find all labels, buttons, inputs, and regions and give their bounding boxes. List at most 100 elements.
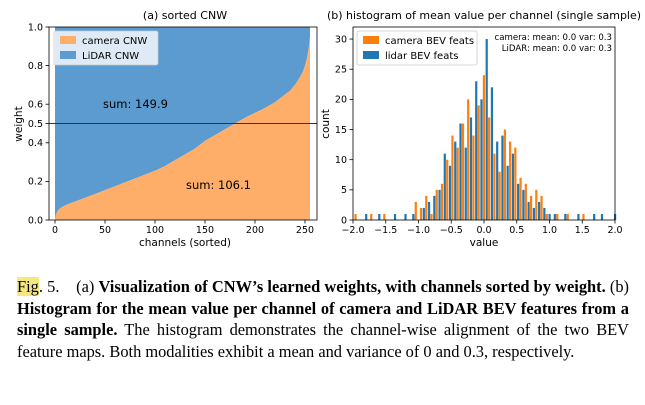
bar-lidar-bev — [517, 183, 520, 220]
chart-b-legend-box — [356, 30, 478, 66]
x-tick-label: 1.5 — [575, 225, 590, 236]
caption-part-b: (b) — [609, 277, 629, 296]
chart-b: (b) histogram of mean value per channel … — [320, 9, 641, 249]
x-tick-label: 100 — [146, 225, 164, 236]
bar-camera-bev — [435, 189, 438, 220]
bar-lidar-bev — [433, 195, 436, 220]
chart-b-ylabel: count — [320, 109, 332, 139]
y-tick-label: 0.6 — [28, 100, 43, 111]
bar-lidar-bev — [480, 99, 483, 220]
figure-caption: Fig. 5. (a) Visualization of CNW’s learn… — [17, 276, 629, 362]
bar-lidar-bev — [496, 141, 499, 220]
legend-label-camera-cnw: camera CNW — [82, 36, 147, 47]
x-tick-label: −2.0 — [341, 225, 364, 236]
legend-label-lidar-cnw: LiDAR CNW — [82, 51, 139, 62]
bar-camera-bev — [582, 213, 585, 220]
bar-lidar-bev — [365, 213, 368, 220]
y-tick-label: 0.4 — [28, 138, 43, 149]
bar-lidar-bev — [543, 207, 546, 220]
chart-a-xlabel: channels (sorted) — [139, 237, 231, 249]
bar-lidar-bev — [527, 201, 530, 220]
caption-rest: The histogram demonstrates the channel-w… — [17, 320, 629, 361]
bar-lidar-bev — [593, 213, 596, 220]
y-tick-label: 0.2 — [28, 177, 43, 188]
bar-camera-bev — [370, 213, 373, 220]
x-tick-label: −0.5 — [440, 225, 463, 236]
bar-camera-bev — [467, 99, 470, 220]
bar-camera-bev — [419, 207, 423, 220]
bar-camera-bev — [498, 171, 501, 220]
x-tick-label: 0.0 — [476, 225, 491, 236]
bar-camera-bev — [456, 147, 459, 220]
chart-b-title: (b) histogram of mean value per channel … — [327, 9, 641, 22]
stats-camera: camera: mean: 0.0 var: 0.3 — [494, 33, 612, 43]
annotation-sum-camera: sum: 106.1 — [186, 178, 251, 192]
bar-camera-bev — [461, 123, 465, 220]
bar-camera-bev — [488, 117, 491, 220]
bar-lidar-bev — [538, 201, 541, 220]
bar-lidar-bev — [548, 213, 551, 220]
stats-lidar: LiDAR: mean: 0.0 var: 0.3 — [502, 44, 612, 54]
bar-lidar-bev — [448, 165, 452, 220]
bar-camera-bev — [472, 135, 475, 220]
bar-camera-bev — [556, 213, 559, 220]
legend-swatch-camera-bev — [363, 36, 379, 44]
y-tick-label: 5 — [341, 185, 347, 196]
bar-lidar-bev — [459, 123, 462, 220]
chart-a-title: (a) sorted CNW — [143, 9, 227, 22]
annotation-sum-lidar: sum: 149.9 — [103, 97, 168, 111]
bar-camera-bev — [566, 213, 569, 220]
legend-label-camera-bev: camera BEV feats — [385, 36, 474, 47]
chart-a-ticks: 0 50 100 150 200 250 0.0 0.2 0.4 0.5 0.6 0.8 1.0 — [28, 22, 314, 236]
y-tick-label: 0.5 — [28, 119, 43, 130]
bar-lidar-bev — [393, 213, 397, 220]
x-tick-label: −1.0 — [407, 225, 430, 236]
y-tick-label: 15 — [335, 125, 347, 136]
legend-swatch-camera-cnw — [60, 36, 76, 44]
chart-b-plot — [354, 39, 617, 220]
caption-part-a: (a) — [76, 277, 95, 296]
bar-lidar-bev — [475, 81, 478, 220]
x-tick-label: 250 — [296, 225, 314, 236]
bar-camera-bev — [425, 195, 428, 220]
bar-camera-bev — [509, 141, 512, 220]
bar-lidar-bev — [511, 153, 515, 220]
bar-lidar-bev — [522, 189, 525, 220]
area-camera-cnw — [55, 36, 310, 221]
bar-lidar-bev — [464, 147, 467, 220]
y-tick-label: 10 — [335, 155, 347, 166]
chart-a-legend-box — [53, 30, 159, 66]
legend-label-lidar-bev: lidar BEV feats — [385, 51, 458, 62]
y-tick-label: 0.0 — [28, 215, 43, 226]
y-tick-label: 0 — [341, 215, 347, 226]
chart-a-plot — [49, 27, 317, 221]
bar-lidar-bev — [404, 213, 407, 220]
bar-lidar-bev — [501, 135, 504, 220]
caption-fig-number: . 5. — [38, 277, 60, 296]
bar-camera-bev — [414, 201, 417, 220]
bar-camera-bev — [540, 195, 543, 220]
bar-lidar-bev — [454, 141, 457, 220]
chart-a: (a) sorted CNW 0 50 100 150 200 2500.00.20.40… — [13, 9, 318, 249]
bar-camera-bev — [482, 75, 486, 220]
bar-camera-bev — [529, 195, 533, 220]
bar-camera-bev — [535, 189, 538, 220]
bar-lidar-bev — [427, 201, 431, 220]
bar-lidar-bev — [532, 207, 535, 220]
bar-camera-bev — [493, 153, 496, 220]
caption-fig-label: Fig — [17, 277, 39, 296]
bar-lidar-bev — [553, 213, 556, 220]
bar-lidar-bev — [564, 213, 567, 220]
bar-camera-bev — [514, 147, 517, 220]
y-tick-label: 25 — [335, 65, 347, 76]
bar-lidar-bev — [600, 213, 604, 220]
y-tick-label: 30 — [335, 34, 347, 45]
caption-bold-b: Histogram for the mean value per channel… — [17, 298, 629, 340]
bar-camera-bev — [451, 135, 454, 220]
bar-camera-bev — [440, 183, 444, 220]
bar-camera-bev — [477, 105, 480, 220]
bar-camera-bev — [430, 213, 433, 220]
bar-lidar-bev — [443, 153, 446, 220]
caption-bold-a: Visualization of CNW’s learned weights, … — [98, 277, 606, 296]
chart-a-legend: camera CNW LiDAR CNW — [53, 30, 159, 66]
